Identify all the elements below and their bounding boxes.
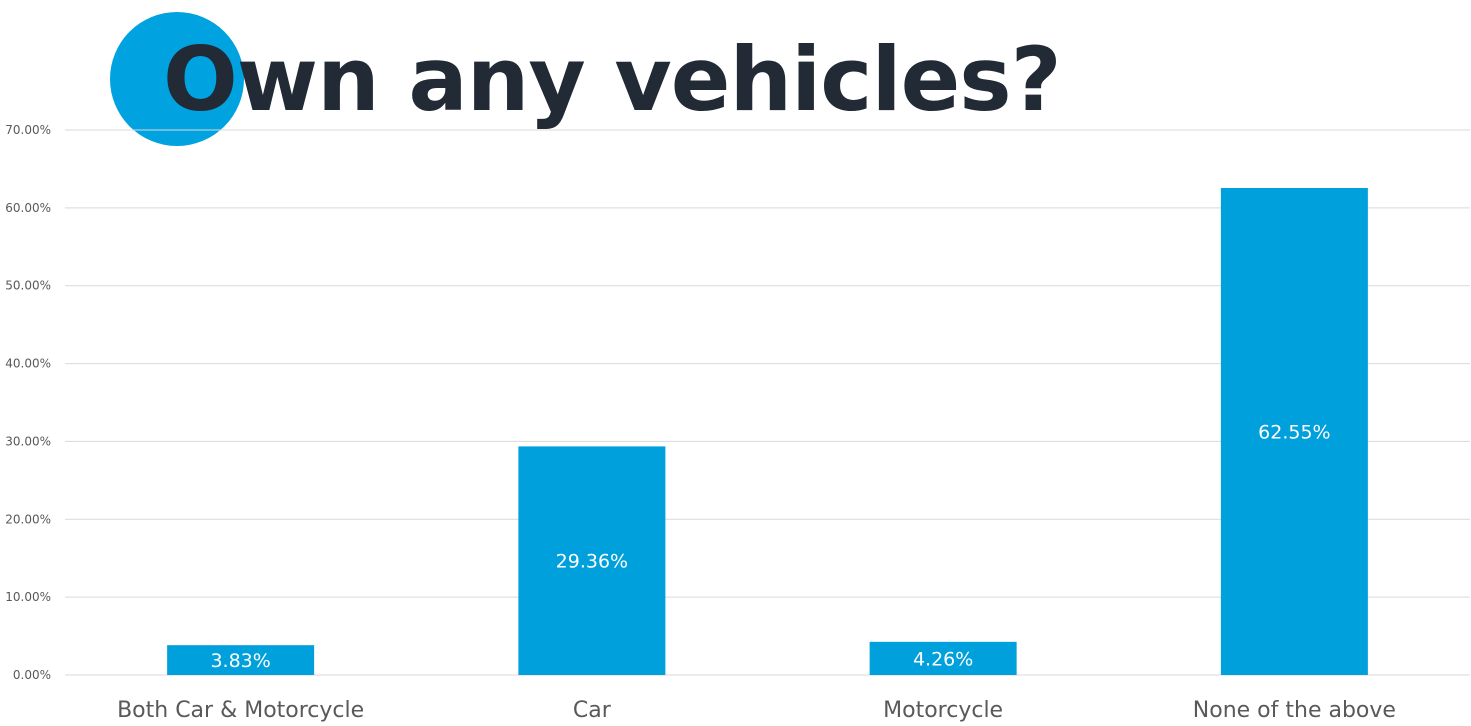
chart-title: Own any vehicles? (163, 28, 1062, 131)
bar (167, 645, 315, 675)
category-label: Motorcycle (883, 698, 1003, 723)
category-label: None of the above (1193, 698, 1396, 723)
bar (1220, 188, 1368, 675)
category-label: Both Car & Motorcycle (117, 698, 364, 723)
y-tick-label: 0.00% (13, 668, 51, 682)
y-tick-label: 40.00% (5, 357, 51, 371)
y-tick-label: 60.00% (5, 201, 51, 215)
data-label: 3.83% (210, 650, 270, 672)
y-tick-label: 70.00% (5, 123, 51, 137)
data-label: 62.55% (1258, 422, 1330, 444)
y-tick-label: 30.00% (5, 434, 51, 448)
y-tick-label: 20.00% (5, 512, 51, 526)
category-label: Car (573, 698, 612, 723)
data-label: 29.36% (556, 551, 628, 573)
y-tick-label: 10.00% (5, 590, 51, 604)
y-tick-label: 50.00% (5, 279, 51, 293)
bar (869, 641, 1017, 675)
accent-circle (110, 12, 244, 146)
bar (518, 446, 666, 675)
data-label: 4.26% (913, 648, 973, 670)
